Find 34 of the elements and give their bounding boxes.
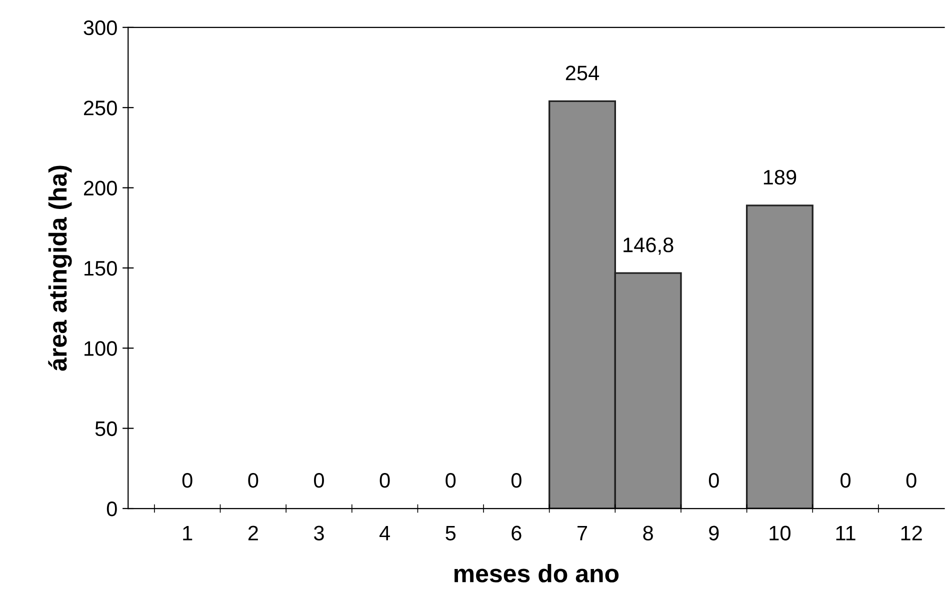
y-tick-label: 300 [84, 20, 117, 36]
x-tick-label: 10 [770, 526, 790, 540]
x-tick-label: 9 [709, 526, 719, 540]
data-label: 0 [708, 472, 719, 488]
x-tick-label: 7 [578, 526, 588, 540]
y-tick-label: 0 [106, 502, 117, 516]
data-label: 0 [380, 472, 390, 488]
x-tick-label: 6 [512, 526, 522, 540]
data-label: 0 [906, 472, 916, 488]
x-axis-title: meses do ano [454, 564, 619, 582]
data-label: 0 [446, 472, 456, 488]
y-tick-label: 100 [84, 341, 117, 356]
data-label: 0 [248, 472, 258, 488]
x-tick-label: 11 [836, 526, 856, 540]
data-label: 0 [511, 472, 522, 488]
y-tick-label: 50 [95, 421, 117, 436]
x-tick-label: 8 [643, 526, 653, 540]
x-tick-label: 5 [446, 526, 456, 540]
x-tick-label: 3 [314, 526, 324, 540]
data-label: 146,8 [624, 238, 674, 255]
y-tick-label: 150 [84, 260, 117, 276]
x-tick-label: 4 [379, 526, 390, 540]
x-tick-label: 12 [901, 526, 922, 540]
data-label: 0 [314, 472, 324, 488]
y-tick-label: 200 [84, 180, 117, 196]
data-label: 189 [764, 170, 796, 185]
data-label: 0 [840, 472, 851, 488]
y-axis-title: área atingida (ha) [48, 166, 72, 371]
x-tick-label: 2 [248, 526, 258, 540]
data-label: 254 [566, 66, 600, 80]
data-label: 0 [182, 472, 192, 488]
bar [746, 204, 814, 509]
x-tick-label: 1 [183, 526, 192, 540]
y-tick-label: 250 [84, 100, 117, 116]
